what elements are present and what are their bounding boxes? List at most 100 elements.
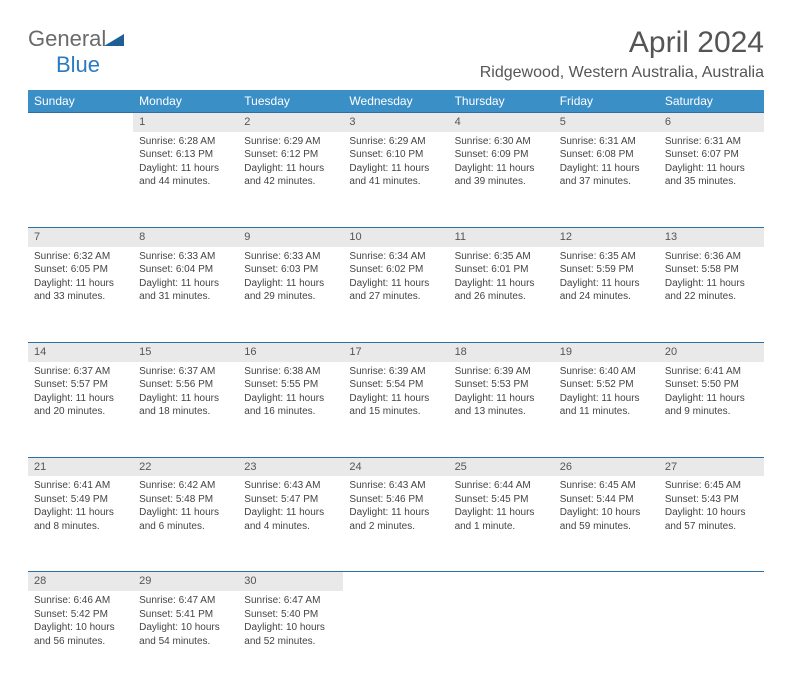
day-number: 18 (449, 342, 554, 361)
day-cell: Sunrise: 6:33 AMSunset: 6:03 PMDaylight:… (238, 247, 343, 343)
sunrise-text: Sunrise: 6:33 AM (244, 250, 337, 264)
week-daynum-row: 282930 (28, 572, 764, 591)
daylight-text: Daylight: 11 hours and 1 minute. (455, 506, 548, 533)
day-number: 20 (659, 342, 764, 361)
daylight-text: Daylight: 10 hours and 59 minutes. (560, 506, 653, 533)
page-header: April 2024 Ridgewood, Western Australia,… (28, 26, 764, 82)
empty-cell (659, 591, 764, 686)
daylight-text: Daylight: 11 hours and 33 minutes. (34, 277, 127, 304)
sunset-text: Sunset: 6:07 PM (665, 148, 758, 162)
sunset-text: Sunset: 5:56 PM (139, 378, 232, 392)
sunset-text: Sunset: 5:48 PM (139, 493, 232, 507)
daylight-text: Daylight: 11 hours and 15 minutes. (349, 392, 442, 419)
day-cell: Sunrise: 6:30 AMSunset: 6:09 PMDaylight:… (449, 132, 554, 228)
daylight-text: Daylight: 11 hours and 24 minutes. (560, 277, 653, 304)
daylight-text: Daylight: 11 hours and 42 minutes. (244, 162, 337, 189)
sunset-text: Sunset: 5:59 PM (560, 263, 653, 277)
sunrise-text: Sunrise: 6:42 AM (139, 479, 232, 493)
sunrise-text: Sunrise: 6:43 AM (349, 479, 442, 493)
day-number: 10 (343, 227, 448, 246)
sunset-text: Sunset: 5:57 PM (34, 378, 127, 392)
sunrise-text: Sunrise: 6:45 AM (560, 479, 653, 493)
sunset-text: Sunset: 6:08 PM (560, 148, 653, 162)
daylight-text: Daylight: 11 hours and 31 minutes. (139, 277, 232, 304)
day-number: 2 (238, 113, 343, 132)
day-number: 12 (554, 227, 659, 246)
week-daynum-row: 78910111213 (28, 227, 764, 246)
daylight-text: Daylight: 11 hours and 6 minutes. (139, 506, 232, 533)
day-cell: Sunrise: 6:31 AMSunset: 6:08 PMDaylight:… (554, 132, 659, 228)
day-number: 3 (343, 113, 448, 132)
sunset-text: Sunset: 5:58 PM (665, 263, 758, 277)
daylight-text: Daylight: 10 hours and 54 minutes. (139, 621, 232, 648)
daylight-text: Daylight: 11 hours and 4 minutes. (244, 506, 337, 533)
empty-cell (28, 132, 133, 228)
empty-cell (554, 591, 659, 686)
calendar-body: 123456Sunrise: 6:28 AMSunset: 6:13 PMDay… (28, 113, 764, 686)
sunset-text: Sunset: 5:41 PM (139, 608, 232, 622)
day-number: 6 (659, 113, 764, 132)
day-number: 11 (449, 227, 554, 246)
sunrise-text: Sunrise: 6:46 AM (34, 594, 127, 608)
day-cell: Sunrise: 6:43 AMSunset: 5:47 PMDaylight:… (238, 476, 343, 572)
sunrise-text: Sunrise: 6:30 AM (455, 135, 548, 149)
daylight-text: Daylight: 10 hours and 56 minutes. (34, 621, 127, 648)
week-details-row: Sunrise: 6:37 AMSunset: 5:57 PM Daylight:… (28, 362, 764, 458)
sunset-text: Sunset: 5:53 PM (455, 378, 548, 392)
day-cell: Sunrise: 6:43 AMSunset: 5:46 PMDaylight:… (343, 476, 448, 572)
daylight-text: Daylight: 11 hours and 37 minutes. (560, 162, 653, 189)
sunset-text: Sunset: 5:43 PM (665, 493, 758, 507)
sunrise-text: Sunrise: 6:37 AM (34, 365, 127, 379)
day-cell: Sunrise: 6:42 AMSunset: 5:48 PMDaylight:… (133, 476, 238, 572)
daylight-text: Daylight: 11 hours and 35 minutes. (665, 162, 758, 189)
sunrise-text: Sunrise: 6:33 AM (139, 250, 232, 264)
day-cell: Sunrise: 6:41 AMSunset: 5:50 PMDaylight:… (659, 362, 764, 458)
daylight-text: Daylight: 11 hours and 44 minutes. (139, 162, 232, 189)
day-number: 22 (133, 457, 238, 476)
day-header: Friday (554, 90, 659, 113)
day-cell: Sunrise: 6:28 AMSunset: 6:13 PMDaylight:… (133, 132, 238, 228)
sunrise-text: Sunrise: 6:36 AM (665, 250, 758, 264)
sunrise-text: Sunrise: 6:38 AM (244, 365, 337, 379)
day-cell: Sunrise: 6:36 AMSunset: 5:58 PMDaylight:… (659, 247, 764, 343)
day-number: 28 (28, 572, 133, 591)
day-cell: Sunrise: 6:37 AMSunset: 5:57 PMDaylight:… (28, 362, 133, 458)
sunset-text: Sunset: 6:03 PM (244, 263, 337, 277)
daylight-text: Daylight: 11 hours and 18 minutes. (139, 392, 232, 419)
day-cell: Sunrise: 6:46 AMSunset: 5:42 PMDaylight:… (28, 591, 133, 686)
day-header: Thursday (449, 90, 554, 113)
sunrise-text: Sunrise: 6:29 AM (349, 135, 442, 149)
daylight-text: Daylight: 11 hours and 8 minutes. (34, 506, 127, 533)
daylight-text: Daylight: 11 hours and 29 minutes. (244, 277, 337, 304)
daylight-text: Daylight: 11 hours and 39 minutes. (455, 162, 548, 189)
sunrise-text: Sunrise: 6:29 AM (244, 135, 337, 149)
sunrise-text: Sunrise: 6:34 AM (349, 250, 442, 264)
sunset-text: Sunset: 6:10 PM (349, 148, 442, 162)
daylight-text: Daylight: 11 hours and 26 minutes. (455, 277, 548, 304)
day-header: Monday (133, 90, 238, 113)
calendar-table: SundayMondayTuesdayWednesdayThursdayFrid… (28, 90, 764, 686)
day-number: 29 (133, 572, 238, 591)
day-cell: Sunrise: 6:39 AMSunset: 5:53 PMDaylight:… (449, 362, 554, 458)
empty-cell (659, 572, 764, 591)
day-cell: Sunrise: 6:38 AMSunset: 5:55 PMDaylight:… (238, 362, 343, 458)
sunset-text: Sunset: 6:01 PM (455, 263, 548, 277)
daylight-text: Daylight: 11 hours and 22 minutes. (665, 277, 758, 304)
brand-part1: General (28, 26, 106, 51)
brand-logo: General Blue (28, 26, 124, 78)
day-header: Wednesday (343, 90, 448, 113)
day-cell: Sunrise: 6:29 AMSunset: 6:10 PMDaylight:… (343, 132, 448, 228)
day-cell: Sunrise: 6:33 AMSunset: 6:04 PMDaylight:… (133, 247, 238, 343)
day-number: 26 (554, 457, 659, 476)
day-number: 24 (343, 457, 448, 476)
day-number: 16 (238, 342, 343, 361)
day-number: 30 (238, 572, 343, 591)
sunset-text: Sunset: 5:40 PM (244, 608, 337, 622)
sunset-text: Sunset: 5:54 PM (349, 378, 442, 392)
daylight-text: Daylight: 11 hours and 13 minutes. (455, 392, 548, 419)
week-daynum-row: 14151617181920 (28, 342, 764, 361)
week-details-row: Sunrise: 6:32 AMSunset: 6:05 PMDaylight:… (28, 247, 764, 343)
daylight-text: Daylight: 11 hours and 2 minutes. (349, 506, 442, 533)
sunrise-text: Sunrise: 6:44 AM (455, 479, 548, 493)
day-number: 14 (28, 342, 133, 361)
